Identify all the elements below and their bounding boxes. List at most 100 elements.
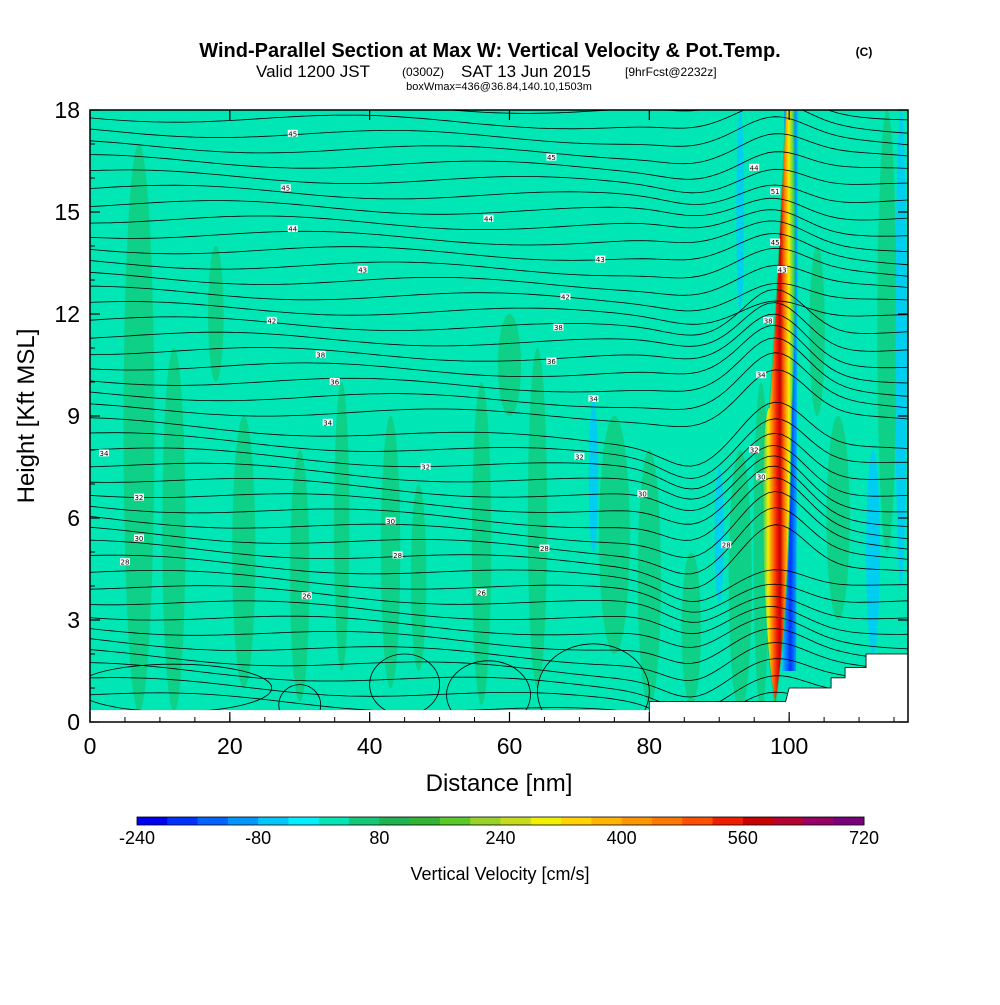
contour-label-text: 43 bbox=[358, 266, 367, 274]
contour-label-text: 30 bbox=[134, 535, 143, 543]
theta-contour bbox=[90, 418, 908, 479]
theta-contour-label: 26 bbox=[301, 592, 312, 601]
contour-label-bg bbox=[287, 225, 298, 232]
contour-label-text: 34 bbox=[589, 396, 598, 404]
contour-label-bg bbox=[133, 493, 144, 501]
theta-contour bbox=[90, 628, 908, 664]
contour-label-bg bbox=[595, 255, 606, 263]
contour-label-bg bbox=[483, 214, 494, 222]
theta-contour-label: 43 bbox=[357, 265, 368, 274]
x-tick-label: 60 bbox=[497, 733, 523, 759]
chart-subtitle-2: boxWmax=436@36.84,140.10,1503m bbox=[406, 81, 592, 93]
theta-contour bbox=[90, 585, 908, 623]
theta-contour-label: 42 bbox=[560, 293, 571, 302]
theta-contour bbox=[90, 324, 908, 384]
theta-contour-label: 28 bbox=[539, 544, 550, 553]
vv-cores bbox=[761, 110, 799, 706]
colorbar-tick-label: 400 bbox=[607, 828, 637, 848]
theta-contour bbox=[90, 197, 908, 221]
contour-label-text: 32 bbox=[134, 494, 143, 502]
theta-contour-label: 36 bbox=[329, 378, 340, 387]
colorbar-swatch bbox=[197, 817, 229, 825]
contour-label-text: 44 bbox=[288, 226, 297, 234]
contour-label-bg bbox=[315, 350, 326, 358]
theta-contour bbox=[90, 369, 908, 427]
terrain-ridge bbox=[648, 653, 908, 722]
theta-contour-label: 30 bbox=[133, 534, 144, 543]
contour-label-bg bbox=[301, 592, 312, 600]
theta-contour-closed bbox=[278, 684, 322, 722]
theta-contour-label: 34 bbox=[588, 395, 599, 404]
vv-updraft-patch bbox=[162, 348, 186, 712]
vv-updraft-patch bbox=[334, 382, 350, 671]
theta-contour bbox=[90, 337, 908, 397]
colorbar-swatch bbox=[742, 817, 774, 825]
x-tick-label: 80 bbox=[637, 733, 663, 759]
colorbar-swatch bbox=[439, 817, 471, 825]
contour-label-text: 32 bbox=[575, 453, 584, 461]
theta-contour bbox=[90, 444, 908, 500]
x-tick-label: 0 bbox=[84, 733, 97, 759]
y-tick-label: 12 bbox=[54, 301, 80, 327]
theta-contour-label: 38 bbox=[553, 323, 564, 332]
theta-contour bbox=[90, 313, 908, 369]
contour-label-text: 45 bbox=[547, 154, 556, 162]
contour-label-bg bbox=[280, 184, 291, 192]
y-tick-label: 6 bbox=[67, 505, 80, 531]
theta-contour-label: 38 bbox=[763, 316, 774, 325]
contour-label-bg bbox=[749, 163, 760, 171]
colorbar-frame bbox=[136, 816, 865, 826]
colorbar-swatch bbox=[530, 817, 562, 825]
contour-label-text: 43 bbox=[596, 256, 605, 264]
vv-updraft-patch bbox=[497, 314, 522, 416]
theta-contour bbox=[90, 465, 908, 527]
chart-title-mark: (C) bbox=[856, 45, 873, 59]
contour-label-text: 26 bbox=[477, 589, 486, 597]
theta-contour bbox=[90, 615, 908, 650]
theta-contour bbox=[90, 524, 908, 589]
colorbar-swatch bbox=[682, 817, 714, 825]
theta-contour-label: 30 bbox=[756, 473, 767, 482]
theta-contour bbox=[90, 677, 908, 722]
theta-contour bbox=[90, 184, 908, 205]
contour-label-text: 38 bbox=[764, 317, 773, 325]
subtitle-valid: Valid 1200 JST bbox=[256, 62, 370, 81]
contour-label-text: 44 bbox=[484, 215, 493, 223]
contour-label-bg bbox=[721, 541, 732, 549]
theta-contour-label: 44 bbox=[287, 225, 298, 234]
vv-updraft-patch bbox=[637, 450, 661, 705]
theta-contour bbox=[90, 432, 908, 490]
theta-contour-closed bbox=[537, 643, 650, 722]
theta-contour-label: 42 bbox=[266, 316, 277, 325]
theta-contours bbox=[90, 110, 908, 722]
contour-label-text: 34 bbox=[757, 372, 766, 380]
contour-label-text: 26 bbox=[302, 593, 311, 601]
theta-contour bbox=[90, 477, 908, 541]
theta-contour bbox=[90, 116, 908, 147]
x-tick-label: 40 bbox=[357, 733, 383, 759]
contour-label-text: 34 bbox=[323, 419, 332, 427]
contour-label-text: 38 bbox=[316, 351, 325, 359]
colorbar-swatch bbox=[137, 817, 168, 825]
theta-contour-label: 34 bbox=[756, 371, 767, 380]
contour-label-text: 32 bbox=[750, 447, 759, 455]
contour-label-bg bbox=[560, 293, 571, 300]
contour-label-bg bbox=[385, 517, 396, 525]
contour-label-bg bbox=[476, 588, 487, 596]
theta-contour-label: 38 bbox=[315, 350, 326, 359]
contour-label-bg bbox=[420, 463, 431, 470]
contour-label-text: 38 bbox=[554, 324, 563, 332]
theta-contour-labels: 45 45 44 43 42 38 36 34 34 32 32 30 30 28 28 26 26 45 44 43… bbox=[98, 129, 788, 601]
contour-label-bg bbox=[637, 490, 648, 498]
theta-contour bbox=[90, 401, 908, 467]
vv-updraft-patch bbox=[290, 450, 310, 702]
y-tick-label: 18 bbox=[54, 97, 80, 123]
contour-label-text: 36 bbox=[330, 379, 339, 387]
vv-downdraft-patch bbox=[895, 110, 907, 586]
theta-contour bbox=[90, 649, 908, 698]
contour-label-bg bbox=[770, 238, 781, 246]
chart-subtitle: Valid 1200 JST (0300Z) SAT 13 Jun 2015 [… bbox=[256, 62, 717, 81]
colorbar bbox=[136, 816, 865, 826]
theta-contour-label: 28 bbox=[392, 551, 403, 560]
